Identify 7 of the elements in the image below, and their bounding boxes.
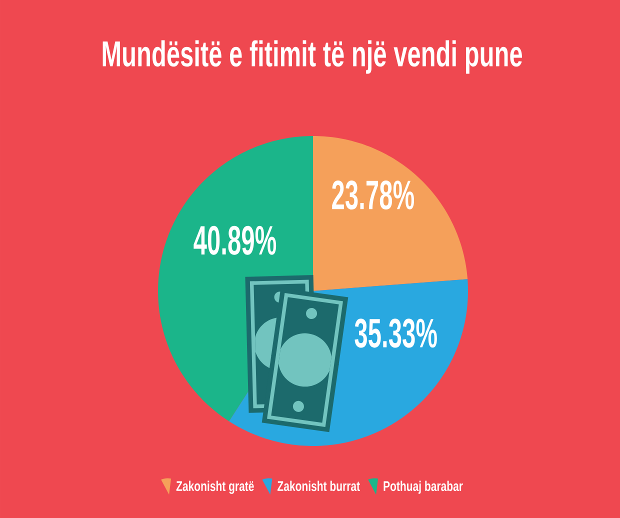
legend-label: Pothuaj barabar xyxy=(384,480,463,494)
legend-label: Zakonisht gratë xyxy=(176,480,254,494)
data-label: 23.78% xyxy=(332,180,414,210)
legend-label: Zakonisht burrat xyxy=(278,480,360,492)
data-label: 40.89% xyxy=(194,226,276,255)
chart-title: Mundësitë e fitimit të një vendi pune xyxy=(102,40,522,74)
data-label: 35.33% xyxy=(354,318,437,348)
